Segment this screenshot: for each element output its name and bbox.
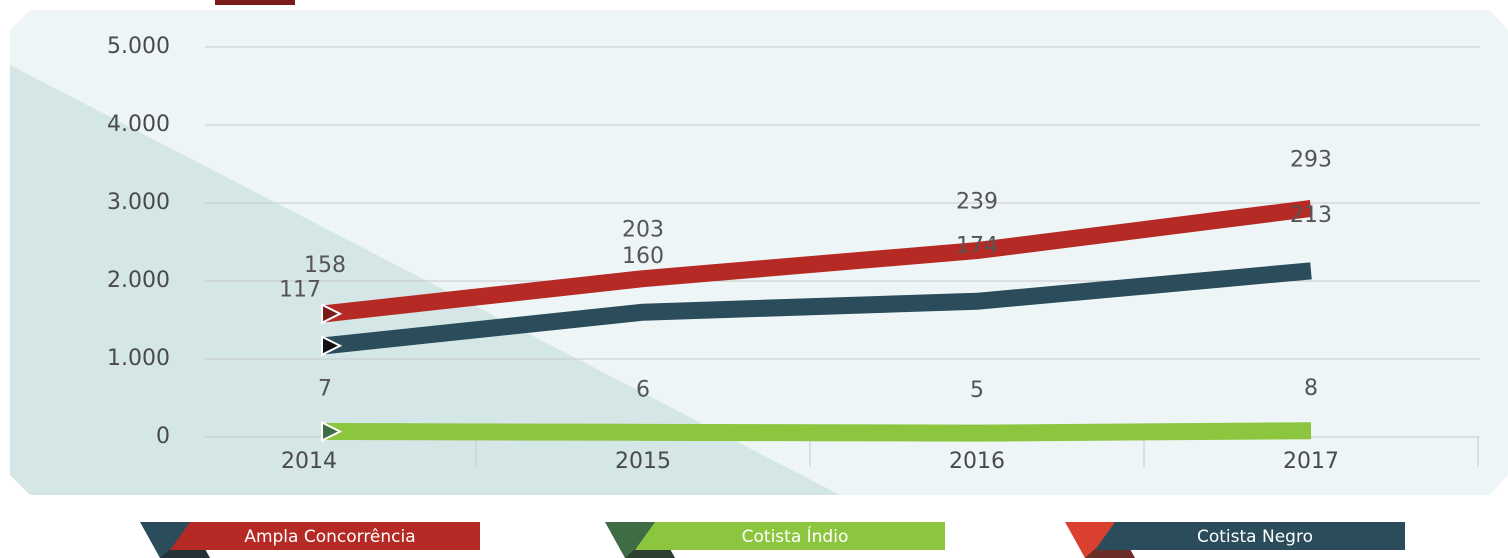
- data-label: 158: [304, 253, 346, 278]
- legend-box: [170, 522, 480, 550]
- data-label: 117: [279, 278, 321, 303]
- legend-box: [635, 522, 945, 550]
- x-tick-label: 2016: [949, 449, 1005, 474]
- data-label: 293: [1290, 147, 1332, 172]
- data-label: 174: [956, 233, 998, 258]
- line: [324, 422, 1312, 442]
- y-tick-label: 4.000: [107, 112, 170, 137]
- start-arrow: [321, 303, 343, 325]
- data-label: 8: [1304, 376, 1318, 401]
- decor: [215, 0, 295, 5]
- data-label: 160: [622, 244, 664, 269]
- legend-box: [1095, 522, 1405, 550]
- y-tick-label: 3.000: [107, 190, 170, 215]
- legend-label: Ampla Concorrência: [244, 527, 415, 547]
- y-tick-label: 1.000: [107, 346, 170, 371]
- data-label: 213: [1290, 203, 1332, 228]
- y-tick-label: 2.000: [107, 268, 170, 293]
- data-label: 7: [318, 377, 332, 402]
- data-label: 203: [622, 218, 664, 243]
- legend-label: Cotista Negro: [1197, 527, 1313, 547]
- y-tick-label: 0: [156, 424, 170, 449]
- line: [324, 262, 1312, 355]
- line: [324, 200, 1313, 323]
- x-tick-label: 2017: [1283, 449, 1339, 474]
- y-tick-label: 5.000: [107, 34, 170, 59]
- data-label: 6: [636, 377, 650, 402]
- panel-shade: [10, 65, 840, 495]
- x-tick-label: 2015: [615, 449, 671, 474]
- start-arrow: [321, 335, 343, 357]
- data-label: 5: [970, 378, 984, 403]
- x-tick-label: 2014: [281, 449, 337, 474]
- start-arrow: [321, 420, 343, 443]
- legend-label: Cotista Índio: [742, 525, 849, 547]
- data-label: 239: [956, 190, 998, 215]
